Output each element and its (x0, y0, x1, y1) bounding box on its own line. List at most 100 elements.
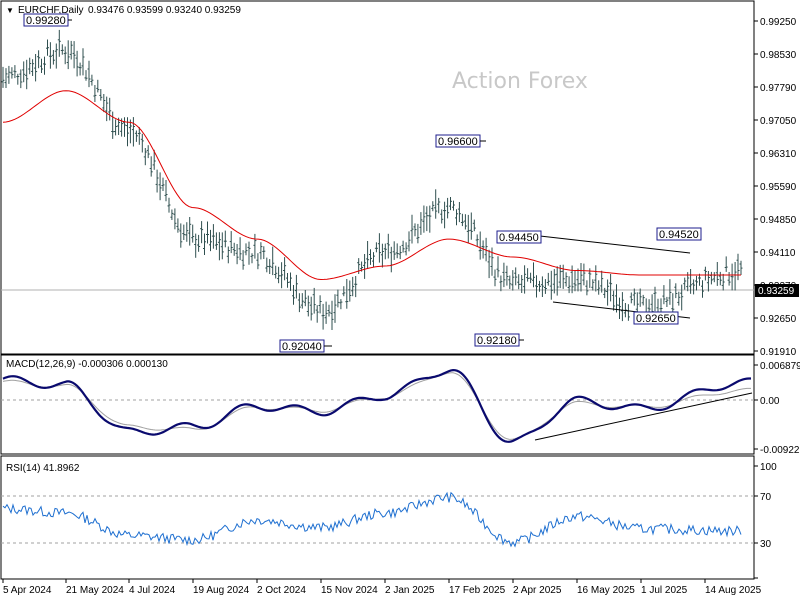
price-bar (226, 246, 230, 264)
price-bar (674, 283, 678, 299)
price-bar (671, 293, 675, 315)
price-bar (680, 284, 684, 311)
price-bar (386, 233, 390, 259)
price-bar (721, 273, 725, 291)
price-bar (336, 289, 340, 308)
price-bar (374, 242, 378, 253)
price-bar (309, 296, 313, 321)
price-bar (380, 243, 384, 268)
price-bar (131, 117, 135, 147)
annotation-low-1: 0.92040 (279, 339, 332, 353)
price-bar (48, 42, 52, 69)
price-bar (155, 169, 159, 193)
price-bar (265, 257, 269, 273)
price-bar (90, 74, 94, 86)
price-bar (698, 273, 701, 286)
price-bar (247, 241, 251, 265)
price-bar (105, 96, 109, 122)
price-bar (286, 273, 289, 288)
price-bar (99, 89, 103, 101)
rsi-label: RSI(14) 41.8962 (6, 463, 80, 474)
price-bar (472, 219, 476, 232)
price-bar (241, 250, 245, 270)
price-bar (66, 40, 70, 70)
price-bar (653, 286, 657, 312)
price-bar (60, 44, 64, 55)
x-tick-label: 17 Feb 2025 (449, 585, 506, 596)
price-bar (303, 290, 307, 307)
price-bar (440, 209, 444, 224)
price-bar (200, 221, 204, 244)
price-bar (43, 56, 46, 75)
price-bar (51, 50, 55, 65)
price-bar (75, 50, 79, 77)
price-bar (253, 233, 257, 259)
price-bar (342, 286, 346, 297)
price-bar (57, 29, 61, 57)
price-bar (538, 280, 541, 292)
x-tick-label: 14 Aug 2025 (705, 585, 762, 596)
price-bar (463, 214, 467, 230)
price-bar (668, 279, 672, 305)
price-bar (573, 270, 577, 292)
x-tick-label: 15 Nov 2024 (321, 585, 378, 596)
price-bar (543, 279, 547, 294)
price-bar (401, 240, 405, 253)
price-bar (437, 197, 441, 214)
collapse-triangle-icon[interactable]: ▼ (6, 6, 14, 15)
price-bar (244, 243, 248, 256)
symbol-label: EURCHF,Daily (18, 5, 84, 16)
price-tick-label: 0.99250 (760, 17, 797, 28)
price-bar (727, 272, 731, 286)
svg-text:0.94450: 0.94450 (499, 232, 539, 244)
price-bar (597, 280, 601, 295)
price-bar (161, 177, 165, 191)
price-bar (117, 117, 121, 135)
price-bar (185, 222, 189, 242)
price-bar (280, 262, 284, 289)
price-bar (250, 253, 254, 264)
x-tick-label: 19 Aug 2024 (193, 585, 250, 596)
annotation-high-3: 0.94450 (496, 230, 542, 244)
price-bar (256, 253, 260, 270)
price-bar (395, 243, 399, 259)
price-bar (570, 265, 574, 294)
macd-line (2, 368, 751, 443)
price-bar (140, 133, 144, 153)
price-bar (348, 280, 352, 302)
price-bar (294, 274, 298, 299)
price-tick-label: 0.94850 (760, 215, 797, 226)
price-bar (529, 272, 533, 284)
price-bar (422, 205, 426, 233)
price-bar (179, 223, 183, 248)
macd-tick-label: -0.009221 (760, 445, 800, 456)
price-bar (128, 119, 132, 144)
ohlc-label: 0.93476 0.93599 0.93240 0.93259 (88, 5, 241, 16)
x-tick-label: 16 May 2025 (577, 585, 635, 596)
price-bar (108, 97, 112, 121)
price-bar (410, 214, 414, 244)
price-bar (526, 268, 530, 282)
rsi-line (2, 491, 742, 548)
price-bar (416, 223, 420, 244)
x-tick-label: 1 Jul 2025 (641, 585, 688, 596)
price-bar (715, 262, 719, 286)
price-bar (484, 237, 488, 262)
price-bar (339, 299, 343, 310)
svg-text:0.99280: 0.99280 (26, 15, 66, 27)
price-bar (173, 208, 177, 230)
price-bar (514, 267, 518, 286)
price-bar (606, 279, 610, 306)
price-bar (318, 295, 322, 314)
annotation-low-3: 0.92650 (633, 311, 679, 325)
price-bar (206, 221, 209, 244)
price-bar (327, 304, 331, 317)
price-bar (413, 223, 417, 237)
price-bar (10, 67, 14, 79)
price-bar (84, 70, 88, 81)
price-tick-label: 0.97790 (760, 83, 797, 94)
price-annotations: 0.99280 0.96600 0.94450 0.94520 0.92040 … (23, 13, 702, 353)
price-bar (603, 287, 607, 299)
price-bar (211, 224, 215, 249)
price-axis: 0.99250 0.98530 0.97790 0.97050 0.96310 0.955… (754, 17, 797, 358)
